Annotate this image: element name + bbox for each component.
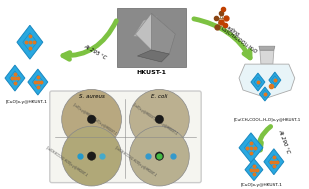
Circle shape <box>87 152 96 160</box>
Polygon shape <box>259 46 275 50</box>
Polygon shape <box>264 149 284 175</box>
Text: E. coli: E. coli <box>151 94 167 99</box>
Text: [Cu(CH₃COO)₂.H₂O]x,y@HKUST-1: [Cu(CH₃COO)₂.H₂O]x,y@HKUST-1 <box>233 118 301 122</box>
Polygon shape <box>239 133 263 163</box>
Text: [CuO]x,y@HKUST-1: [CuO]x,y@HKUST-1 <box>92 116 118 136</box>
Polygon shape <box>260 50 274 64</box>
Polygon shape <box>17 25 43 59</box>
Text: [CuO]x,y@HKUST-1: [CuO]x,y@HKUST-1 <box>6 100 48 104</box>
Polygon shape <box>151 13 175 54</box>
Polygon shape <box>5 65 25 91</box>
Circle shape <box>62 126 121 186</box>
Circle shape <box>62 89 121 149</box>
Text: HKUST-1: HKUST-1 <box>136 70 166 75</box>
Polygon shape <box>138 50 169 62</box>
Polygon shape <box>260 87 270 101</box>
Circle shape <box>87 115 96 123</box>
Polygon shape <box>251 73 265 91</box>
Text: [CuO]x,y@HKUST-1: [CuO]x,y@HKUST-1 <box>132 102 158 122</box>
Text: [CuO]x,y@HKUST-1: [CuO]x,y@HKUST-1 <box>152 116 178 136</box>
Text: At 295 °C: At 295 °C <box>83 44 107 61</box>
Text: [CuO]x,y@HKUST-1: [CuO]x,y@HKUST-1 <box>241 183 283 187</box>
Polygon shape <box>133 16 157 38</box>
Polygon shape <box>239 64 295 98</box>
Circle shape <box>155 152 163 160</box>
Circle shape <box>155 115 163 123</box>
FancyBboxPatch shape <box>50 91 201 183</box>
Text: Cu(CH₃COO)₂.H₂O: Cu(CH₃COO)₂.H₂O <box>220 26 258 55</box>
Text: loading: loading <box>223 23 241 37</box>
Circle shape <box>129 89 189 149</box>
Polygon shape <box>135 13 175 50</box>
Text: [Cu(CH3COO)2.H2O]x,y@HKUST-1: [Cu(CH3COO)2.H2O]x,y@HKUST-1 <box>114 145 158 177</box>
FancyBboxPatch shape <box>117 8 186 67</box>
Polygon shape <box>28 69 48 95</box>
Circle shape <box>129 126 189 186</box>
Polygon shape <box>269 72 281 88</box>
Text: [Cu(CH3COO)2.H2O]x,y@HKUST-1: [Cu(CH3COO)2.H2O]x,y@HKUST-1 <box>45 145 88 177</box>
Text: [CuO]x,y@HKUST-1: [CuO]x,y@HKUST-1 <box>71 102 97 122</box>
Text: S. aureus: S. aureus <box>79 94 104 99</box>
Text: At 290 °C: At 290 °C <box>277 129 290 155</box>
Polygon shape <box>245 159 263 181</box>
